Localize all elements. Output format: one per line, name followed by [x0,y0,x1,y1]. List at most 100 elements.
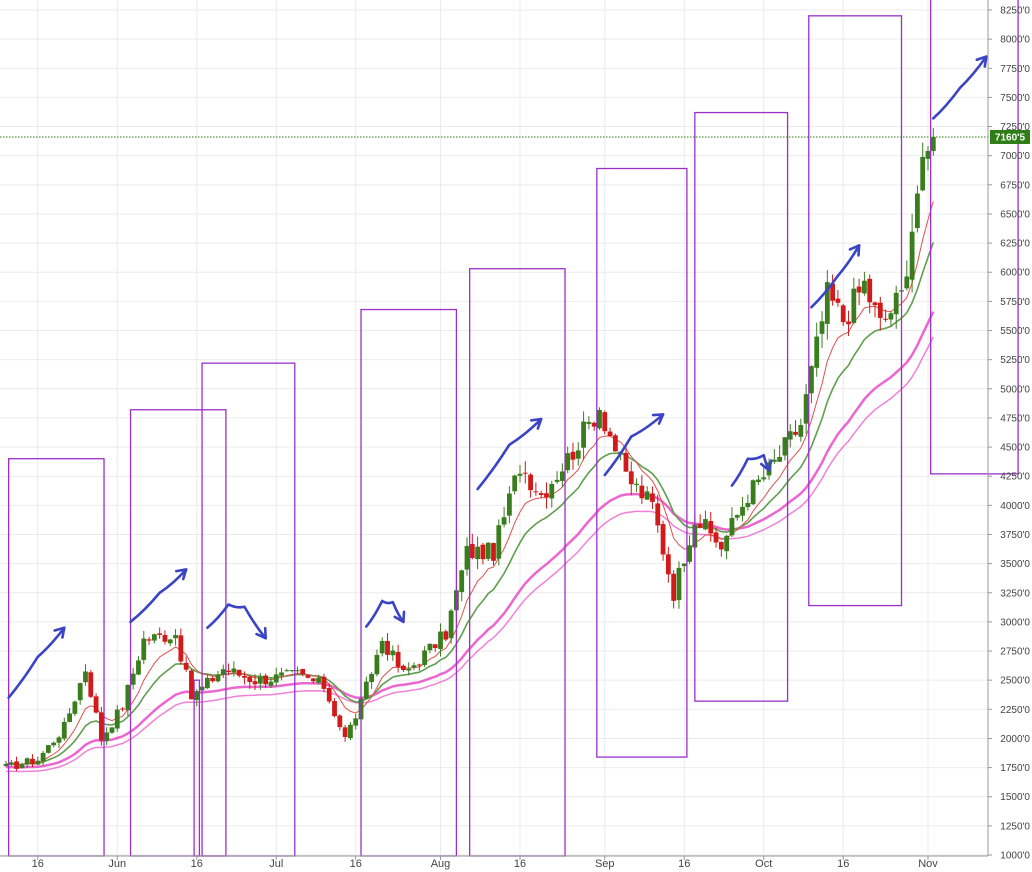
annotation-arrow [365,599,405,628]
candle-body [888,313,894,320]
candle-body [740,506,745,516]
candle-body [533,491,539,493]
candle-body [681,563,687,567]
candle-body [623,452,629,472]
candle-body [464,545,470,570]
y-tick-label: 6250'0 [1000,239,1030,250]
candle-body [586,421,592,424]
candle-body [284,670,290,672]
candle-body [877,302,883,318]
candle-body [554,479,560,482]
candle-body [279,672,284,676]
candle-body [862,280,867,294]
candle-body [35,760,41,765]
candle-body [257,676,263,684]
candle-body [390,650,396,656]
candle-body [602,412,608,432]
candle-body [501,517,507,525]
candle-body [51,742,57,746]
y-tick-label: 4750'0 [1000,413,1030,424]
candle-body [856,286,862,293]
candle-body [326,687,332,702]
candle-body [459,570,465,593]
y-tick-label: 3250'0 [1000,588,1030,599]
candle-body [242,676,247,678]
candle-body [40,752,46,762]
candle-body [24,758,30,765]
candle-body [183,662,189,670]
candle-body [915,193,920,229]
candle-body [549,484,555,499]
candle-body [236,669,242,676]
x-tick-label: Aug [431,858,451,870]
candle-body [628,471,634,485]
arrow-head [759,459,773,472]
candle-body [438,631,443,650]
y-tick-label: 5500'0 [1000,326,1030,337]
candle-body [411,665,417,668]
candle-body [771,459,777,462]
candle-body [321,676,327,689]
candle-body [867,278,873,303]
candle-body [401,665,406,671]
y-tick-label: 7000'0 [1000,151,1030,162]
candle-body [342,727,348,738]
x-tick-label: Sep [595,858,615,870]
candle-body [809,366,814,394]
candle-body [8,762,14,765]
candle-body [480,544,486,560]
candle-body [406,668,412,671]
candle-body [846,321,851,325]
candle-body [226,670,231,672]
candle-body [157,633,163,635]
y-tick-label: 7250'0 [1000,122,1030,133]
y-tick-label: 6500'0 [1000,209,1030,220]
candle-body [639,485,645,499]
candle-body [369,673,375,683]
x-tick-label: 16 [32,858,44,870]
last-price-label: 7160'5 [995,132,1026,143]
candle-body [798,425,804,437]
candle-body [782,437,788,456]
candle-body [353,718,359,726]
x-axis[interactable]: 16 Jun 16 Jul 16 Aug 16 Sep 16 Oct 16 Nov [0,855,988,870]
candle-body [151,634,157,641]
candle-body [824,282,830,324]
y-tick-label: 1500'0 [1000,792,1030,803]
candle-body [565,453,571,471]
candle-body [273,674,279,683]
candle-body [597,410,602,429]
candle-body [173,635,178,639]
candle-body [713,532,719,543]
candle-body [777,456,783,462]
candle-body [167,639,173,644]
candle-body [708,520,714,534]
candle-body [703,519,708,530]
candle-body [522,472,528,474]
arrow-head [529,417,543,430]
y-tick-label: 2750'0 [1000,647,1030,658]
x-tick-label: 16 [514,858,526,870]
y-axis[interactable]: 8250'0 8000'0 7750'0 7500'0 7250'0 7000'0 6750… [987,0,1030,862]
candle-body [189,670,194,700]
candle-body [210,678,216,682]
y-tick-label: 1750'0 [1000,763,1030,774]
candle-body [88,672,94,697]
candle-body [761,477,767,480]
y-tick-label: 4000'0 [1000,501,1030,512]
candle-body [295,670,300,672]
candle-body [724,535,730,552]
candle-body [581,421,586,448]
candle-body [840,305,846,323]
candle-body [61,721,67,739]
candle-body [125,684,131,711]
x-tick-label: 16 [837,858,849,870]
y-tick-label: 3750'0 [1000,530,1030,541]
y-tick-label: 8000'0 [1000,35,1030,46]
x-tick-label: 16 [191,858,203,870]
candle-body [310,678,316,682]
candle-body [469,544,475,559]
candle-body [56,737,62,743]
